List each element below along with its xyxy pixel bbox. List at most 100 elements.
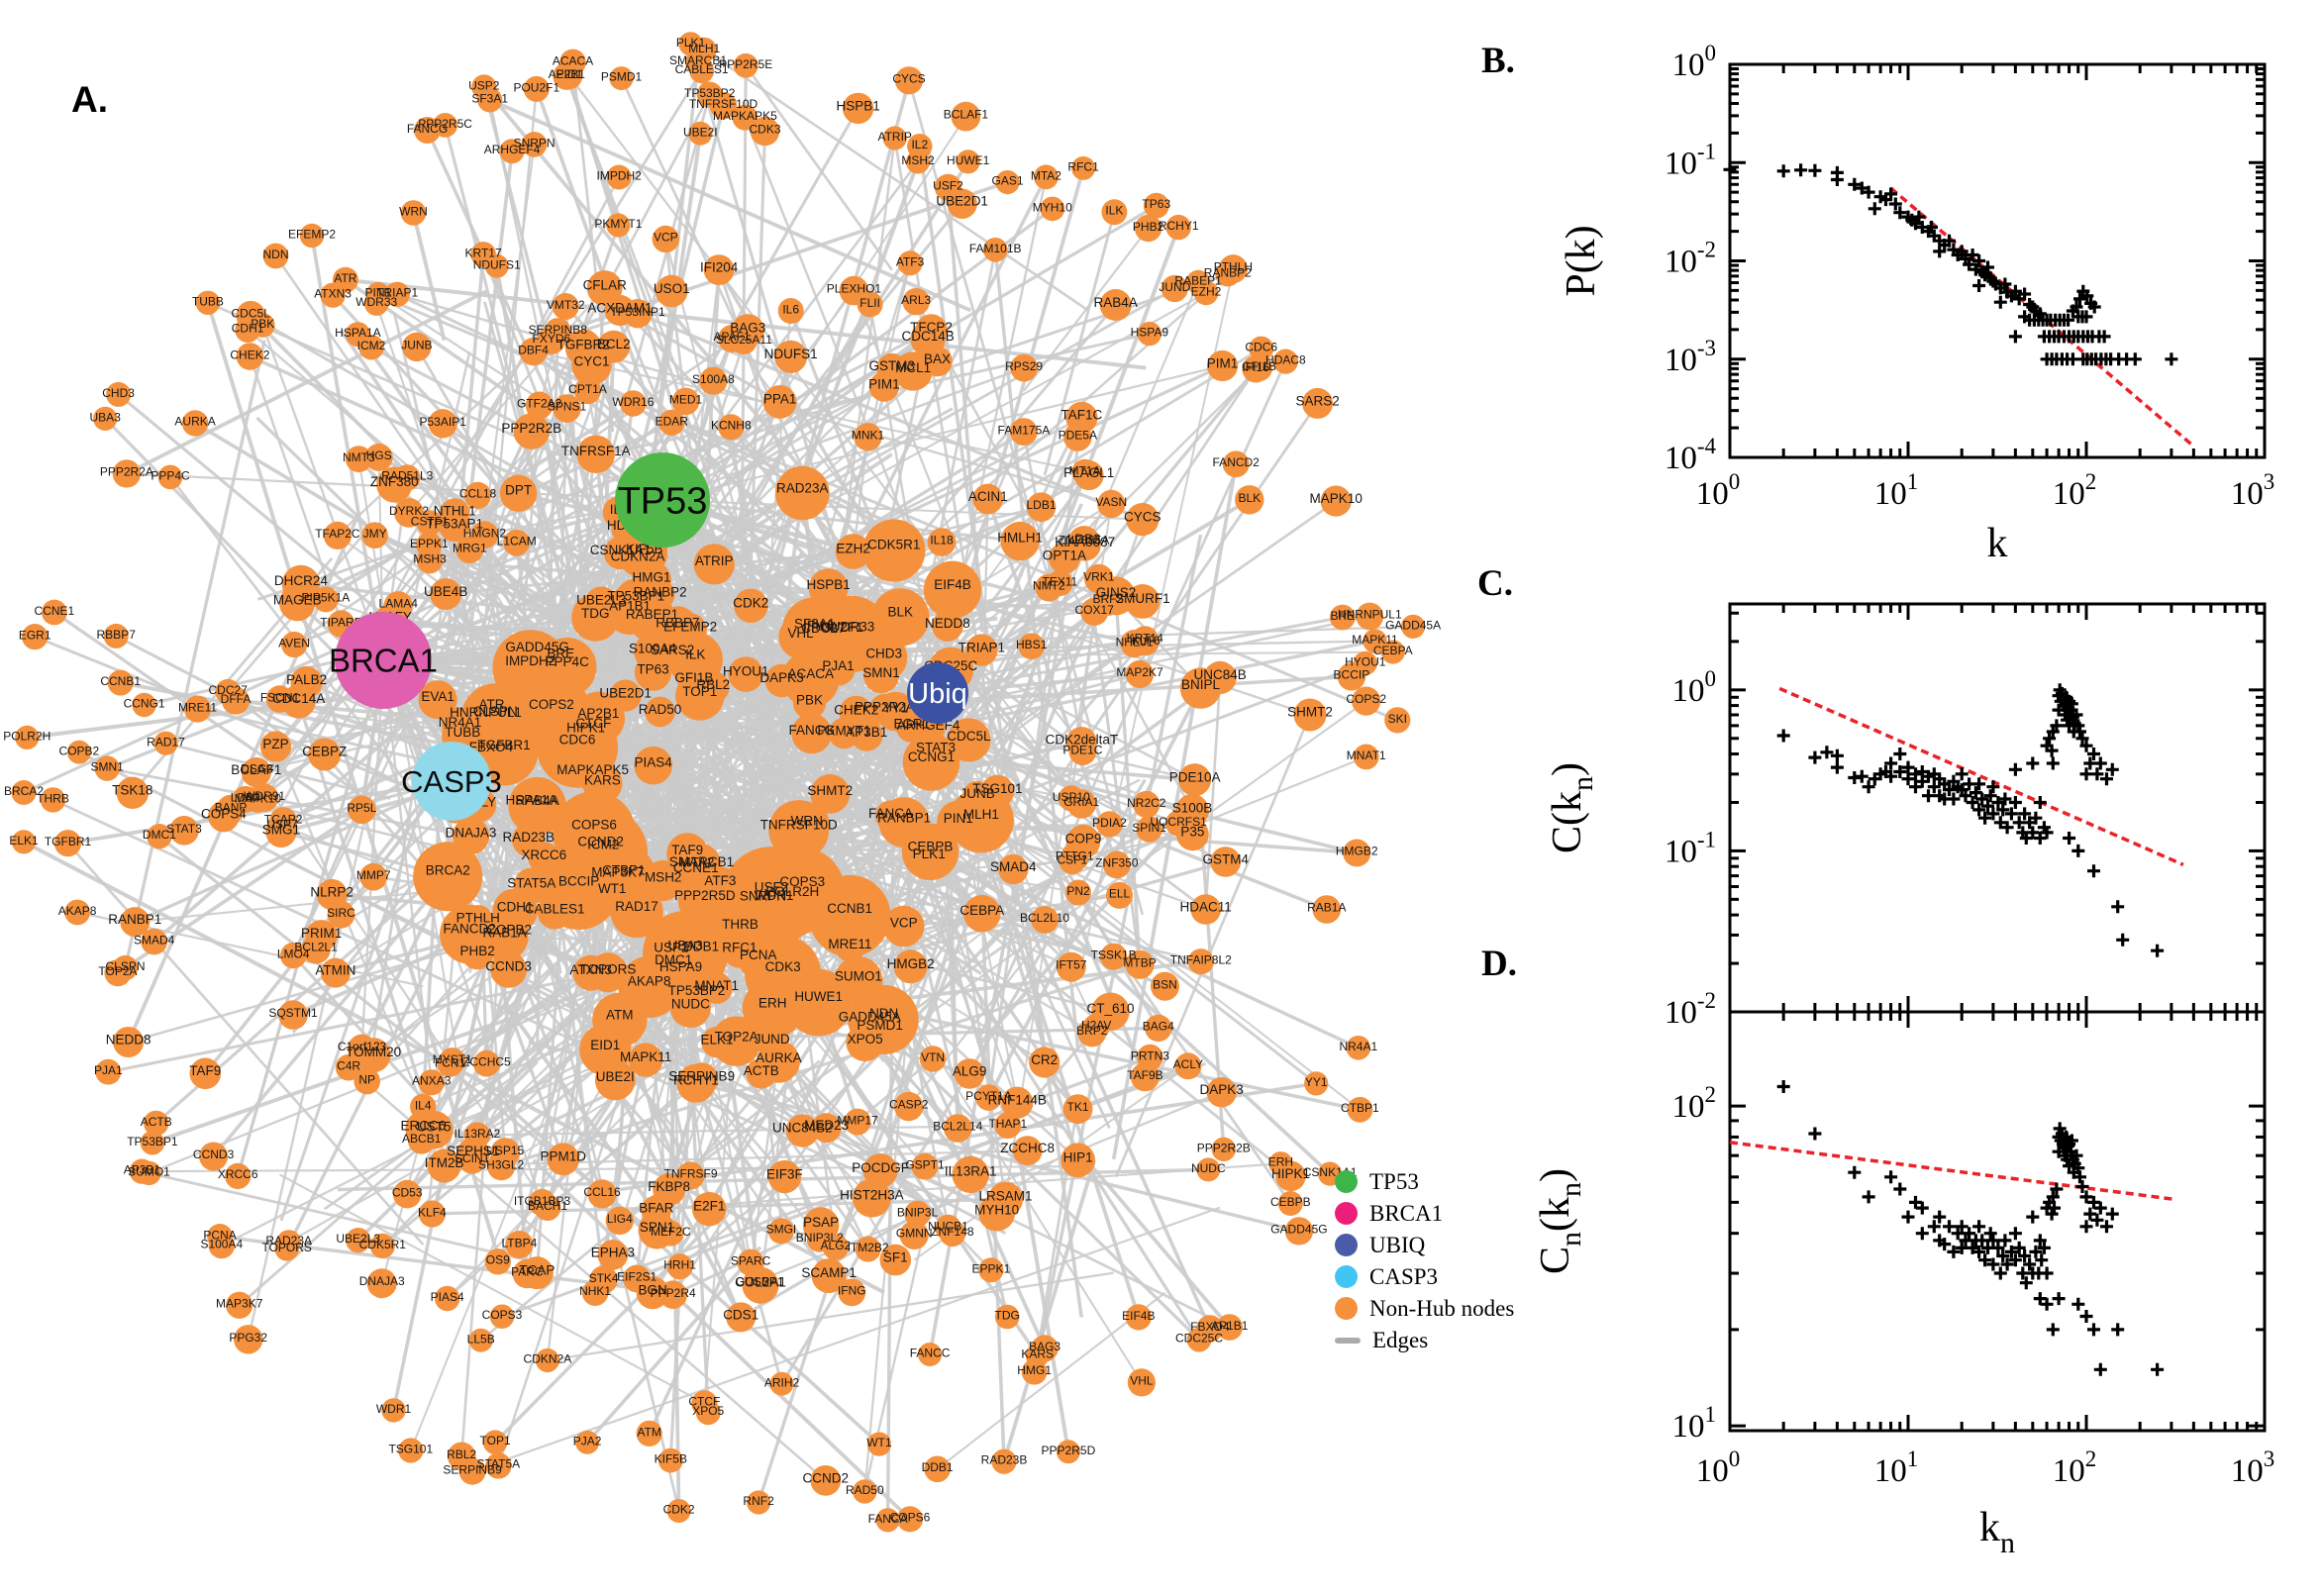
svg-text:ARIH2: ARIH2: [764, 1375, 800, 1389]
svg-text:MAP3K7: MAP3K7: [216, 1297, 263, 1311]
svg-text:TEX11: TEX11: [1042, 574, 1077, 588]
svg-text:CDC25C: CDC25C: [1175, 1332, 1223, 1346]
svg-text:PPP2R5D: PPP2R5D: [1042, 1444, 1096, 1457]
svg-text:RBBP7: RBBP7: [656, 615, 699, 630]
svg-text:EDAR: EDAR: [656, 414, 689, 428]
svg-text:TDG: TDG: [581, 606, 610, 621]
svg-text:DMC1: DMC1: [143, 828, 176, 842]
svg-text:PPP2R4: PPP2R4: [651, 1286, 696, 1300]
svg-text:SMG1: SMG1: [262, 823, 300, 838]
svg-text:ATRIP: ATRIP: [695, 553, 734, 568]
svg-text:PPP2R5D: PPP2R5D: [674, 888, 736, 903]
legend-item-edges: Edges: [1335, 1328, 1514, 1352]
svg-text:MYH10: MYH10: [1033, 201, 1072, 215]
svg-text:TAF9: TAF9: [671, 843, 703, 857]
svg-text:SMN1: SMN1: [862, 665, 900, 680]
svg-text:LTBP4: LTBP4: [502, 1236, 538, 1249]
svg-text:C4R: C4R: [337, 1059, 360, 1073]
svg-text:TP53BP1: TP53BP1: [127, 1135, 178, 1148]
svg-text:BAG4: BAG4: [1143, 1020, 1174, 1034]
legend-item-label: BRCA1: [1369, 1200, 1444, 1226]
svg-text:PIAS4: PIAS4: [635, 754, 673, 769]
svg-text:RFC1: RFC1: [722, 940, 757, 954]
svg-text:EFEMP2: EFEMP2: [288, 228, 336, 242]
svg-text:DPT: DPT: [505, 483, 532, 498]
svg-text:IFNG: IFNG: [838, 1284, 866, 1298]
svg-text:ACIN1: ACIN1: [968, 489, 1008, 504]
svg-text:RAD23B: RAD23B: [981, 1453, 1028, 1467]
legend-node-swatch: [1335, 1265, 1358, 1288]
svg-text:MAPKAPK5: MAPKAPK5: [556, 762, 629, 777]
svg-text:CTBP1: CTBP1: [1341, 1101, 1379, 1115]
svg-text:VMT32: VMT32: [547, 298, 585, 312]
hub-node-TP53: [615, 452, 710, 548]
svg-text:TRIAP1: TRIAP1: [959, 640, 1005, 654]
svg-text:FANCD2: FANCD2: [443, 922, 495, 937]
svg-text:LDB3: LDB3: [231, 791, 260, 805]
svg-text:UBE2D1: UBE2D1: [936, 194, 988, 209]
svg-text:ICM2: ICM2: [587, 837, 619, 851]
svg-text:USF2: USF2: [933, 179, 963, 193]
legend-item-label: UBIQ: [1369, 1232, 1426, 1257]
svg-text:POCDGF: POCDGF: [852, 1160, 909, 1175]
svg-text:NR4A1: NR4A1: [1339, 1040, 1377, 1053]
legend-item-casp3: CASP3: [1335, 1264, 1514, 1289]
svg-text:CEBPA: CEBPA: [1373, 644, 1413, 657]
svg-text:SPNS1: SPNS1: [548, 400, 587, 414]
svg-text:MRE11: MRE11: [178, 700, 217, 714]
svg-text:UBE4B: UBE4B: [424, 584, 467, 599]
svg-text:SIRC: SIRC: [327, 906, 355, 920]
svg-text:S100A4: S100A4: [629, 641, 677, 655]
svg-text:ELK1: ELK1: [9, 834, 39, 848]
svg-text:COPS3: COPS3: [482, 1308, 523, 1322]
svg-text:NR4A1: NR4A1: [439, 715, 482, 730]
svg-text:SARS2: SARS2: [1295, 393, 1339, 408]
svg-text:PPG32: PPG32: [229, 1331, 267, 1345]
svg-text:OPT1A: OPT1A: [1043, 549, 1086, 563]
svg-text:HDAC11: HDAC11: [1180, 899, 1232, 914]
svg-text:IL2: IL2: [911, 138, 928, 151]
svg-text:GADD45A: GADD45A: [839, 1010, 901, 1025]
svg-text:RAD51L3: RAD51L3: [381, 469, 433, 483]
svg-text:FANCA: FANCA: [868, 806, 913, 821]
svg-text:AURKA: AURKA: [174, 415, 215, 429]
svg-text:HMG1: HMG1: [632, 569, 670, 584]
svg-text:CHEK2: CHEK2: [230, 348, 269, 361]
svg-text:IFT57: IFT57: [1056, 958, 1087, 972]
svg-text:103: 103: [2231, 1446, 2275, 1489]
panel-D-x-axis-title: kn: [1979, 1505, 2015, 1559]
svg-text:HNRNPUL1: HNRNPUL1: [1338, 608, 1402, 622]
svg-text:COPS2: COPS2: [529, 697, 574, 712]
svg-text:CEBPZ: CEBPZ: [302, 745, 347, 759]
svg-text:COPB2: COPB2: [486, 923, 532, 938]
svg-text:MRE11: MRE11: [828, 937, 871, 951]
svg-text:102: 102: [2053, 469, 2097, 512]
svg-text:FANCG: FANCG: [407, 122, 448, 136]
panel-C-scatter-points: [1776, 683, 2165, 957]
svg-text:NR2C2: NR2C2: [1127, 796, 1166, 810]
svg-text:TK1: TK1: [1067, 1100, 1089, 1114]
svg-text:ALG9: ALG9: [953, 1064, 987, 1079]
legend-item-label: Non-Hub nodes: [1369, 1295, 1515, 1321]
legend-item-tp53: TP53: [1335, 1169, 1514, 1194]
svg-text:BRCA2: BRCA2: [426, 862, 470, 877]
svg-text:CTCF: CTCF: [688, 1395, 720, 1409]
svg-text:EPHA3: EPHA3: [591, 1245, 635, 1259]
svg-text:NEDD8: NEDD8: [106, 1032, 152, 1047]
svg-text:TNFAIP8L2: TNFAIP8L2: [1170, 953, 1232, 967]
svg-text:CCL16: CCL16: [583, 1185, 621, 1199]
svg-text:THAP1: THAP1: [988, 1117, 1027, 1131]
svg-text:PPP2R2A: PPP2R2A: [855, 700, 915, 715]
svg-text:HSPA1A: HSPA1A: [505, 792, 556, 807]
svg-text:GINS2: GINS2: [1096, 585, 1137, 600]
svg-text:RANBP2: RANBP2: [1204, 266, 1252, 280]
svg-text:ARL3: ARL3: [901, 293, 931, 307]
svg-text:RAB1A: RAB1A: [482, 926, 526, 941]
svg-text:NMT3: NMT3: [343, 450, 375, 464]
svg-text:UBE2L3: UBE2L3: [336, 1232, 380, 1246]
svg-text:FLII: FLII: [859, 296, 880, 310]
svg-text:APAF1: APAF1: [714, 330, 751, 344]
svg-text:MTA2: MTA2: [679, 855, 714, 870]
svg-text:PTHLH: PTHLH: [456, 910, 500, 925]
